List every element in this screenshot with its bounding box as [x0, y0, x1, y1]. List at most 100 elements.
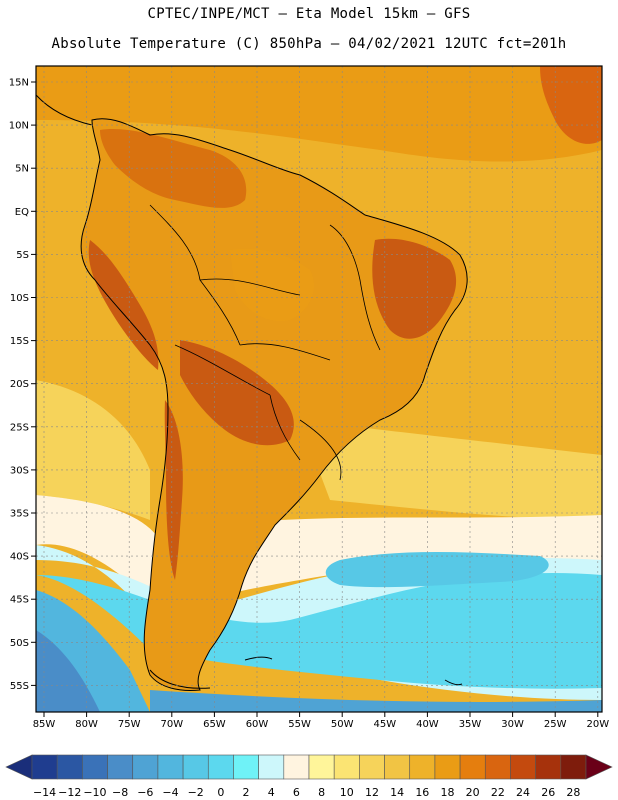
lat-label: 50S	[10, 638, 29, 649]
colorbar-label: −10	[83, 786, 106, 799]
lon-label: 25W	[544, 719, 567, 730]
lon-label: 70W	[160, 719, 183, 730]
colorbar-label: 16	[415, 786, 429, 799]
colorbar-swatch	[409, 754, 436, 780]
lat-label: 15S	[10, 336, 29, 347]
lat-label: 5N	[15, 164, 29, 175]
longitude-axis: 85W 80W 75W 70W 65W 60W 55W 50W 45W 40W 35W 30W 25W 2…	[33, 712, 609, 730]
colorbar-label: −12	[58, 786, 81, 799]
lat-label: 30S	[10, 465, 29, 476]
lon-label: 40W	[416, 719, 439, 730]
hot-north	[100, 129, 247, 208]
field-cyan-core	[325, 552, 549, 588]
lat-lon-grid	[36, 66, 602, 712]
lat-label: 35S	[10, 509, 29, 520]
colorbar-label: −14	[33, 786, 56, 799]
colorbar-label: 14	[390, 786, 404, 799]
colorbar-swatch	[157, 754, 184, 780]
falklands-coastline	[444, 679, 463, 686]
hot-chaco	[180, 340, 294, 446]
colorbar-label: 26	[541, 786, 555, 799]
coastline-layer	[36, 94, 468, 691]
colorbar-swatch	[434, 754, 461, 780]
colorbar-label: −8	[112, 786, 128, 799]
colorbar-label: −4	[162, 786, 178, 799]
colorbar-swatch	[459, 754, 486, 780]
south-georgia-coastline	[244, 656, 273, 661]
lon-label: 75W	[118, 719, 141, 730]
colorbar-swatch	[359, 754, 385, 780]
colorbar-swatch	[283, 754, 310, 780]
colorbar-swatch	[82, 754, 108, 780]
colorbar-swatch	[510, 754, 536, 780]
colorbar-swatch	[31, 754, 58, 780]
colorbar-label: −2	[188, 786, 204, 799]
map-frame	[35, 65, 603, 713]
lat-label: 10S	[10, 293, 29, 304]
colorbar-swatch	[132, 754, 159, 780]
lon-label: 45W	[373, 719, 396, 730]
colorbar-swatch	[233, 754, 259, 780]
field-ne-hot	[540, 66, 602, 144]
lat-label: 25S	[10, 422, 29, 433]
lon-label: 35W	[459, 719, 482, 730]
colorbar-swatch	[107, 754, 134, 780]
colorbar-high-arrow	[585, 754, 613, 780]
lat-label: 15N	[9, 78, 29, 89]
colorbar-label: 10	[340, 786, 354, 799]
colorbar-label: −6	[137, 786, 153, 799]
lat-label: 10N	[9, 121, 29, 132]
lat-label: 45S	[10, 595, 29, 606]
colorbar-label: 4	[268, 786, 275, 799]
colorbar-swatch	[56, 754, 83, 780]
colorbar-label: 0	[217, 786, 224, 799]
title-line-2: Absolute Temperature (C) 850hPa — 04/02/…	[51, 36, 567, 52]
hot-northeast-brazil	[372, 238, 457, 339]
lon-label: 50W	[331, 719, 354, 730]
colorbar-label: 20	[466, 786, 480, 799]
colorbar-swatch	[207, 754, 234, 780]
colorbar-swatch	[560, 754, 587, 780]
lat-label: 20S	[10, 379, 29, 390]
lon-label: 30W	[501, 719, 524, 730]
lat-label: EQ	[15, 207, 29, 218]
colorbar-label: 28	[566, 786, 580, 799]
tierra-del-fuego-coastline	[149, 669, 211, 689]
colorbar-low-arrow	[5, 754, 33, 780]
colorbar-swatch	[308, 754, 335, 780]
national-borders	[149, 204, 381, 481]
south-america-coastline	[80, 118, 468, 691]
colorbar-swatch	[258, 754, 285, 780]
lat-label: 40S	[10, 552, 29, 563]
field-north-warm	[36, 66, 602, 162]
colorbar-label: 24	[516, 786, 530, 799]
colorbar-label: 22	[491, 786, 505, 799]
title-line-1: CPTEC/INPE/MCT — Eta Model 15km — GFS	[147, 6, 471, 22]
hot-andes-south	[164, 400, 183, 580]
hot-andes-north	[88, 240, 159, 370]
lon-label: 80W	[75, 719, 98, 730]
lon-label: 85W	[33, 719, 56, 730]
field-yellow-west	[36, 380, 150, 520]
colorbar-label: 18	[441, 786, 455, 799]
temperature-field	[36, 66, 602, 712]
lon-label: 65W	[203, 719, 226, 730]
colorbar-label: 12	[365, 786, 379, 799]
colorbar-swatch	[182, 754, 209, 780]
lat-label: 5S	[16, 250, 29, 261]
colorbar-label: 6	[293, 786, 300, 799]
lon-label: 20W	[586, 719, 609, 730]
colorbar-swatch	[535, 754, 562, 780]
colorbar: −14 −12 −10 −8 −6 −4 −2 0 2 4 6 8 10 12 14 16 18 20 22 24 26…	[5, 754, 613, 799]
lon-label: 60W	[246, 719, 269, 730]
colorbar-label: 2	[243, 786, 250, 799]
colorbar-swatch	[484, 754, 511, 780]
lat-label: 55S	[10, 681, 29, 692]
lon-label: 55W	[288, 719, 311, 730]
central-america-coastline	[36, 94, 93, 126]
field-cold-south	[150, 690, 602, 712]
colorbar-label: 8	[318, 786, 325, 799]
field-colder-sw	[36, 630, 100, 712]
colorbar-swatch	[333, 754, 360, 780]
